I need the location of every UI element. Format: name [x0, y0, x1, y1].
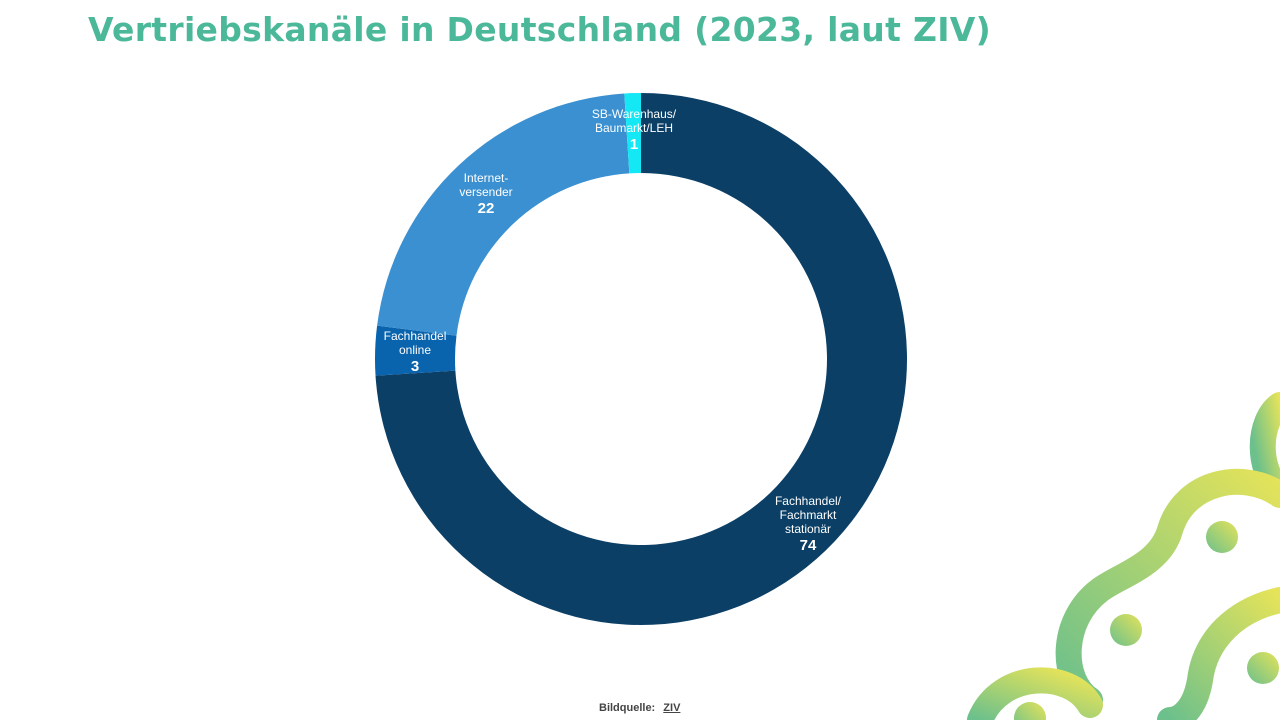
image-source: Bildquelle: ZIV — [599, 702, 680, 714]
slice-label-0-line-0: Fachhandel/ — [775, 494, 842, 508]
slice-label-1-line-0: Fachhandel — [384, 329, 447, 343]
donut-slice-1 — [375, 325, 457, 376]
slice-value-1: 3 — [411, 358, 419, 375]
slice-value-0: 74 — [800, 537, 817, 554]
slice-label-0-line-1: Fachmarkt — [780, 508, 837, 522]
slice-label-2-line-1: versender — [459, 185, 512, 199]
slice-label-2-line-0: Internet- — [464, 171, 509, 185]
donut-slice-0 — [375, 93, 907, 625]
donut-slice-3 — [624, 93, 641, 174]
slice-label-1-line-1: online — [399, 343, 431, 357]
donut-slice-2 — [377, 93, 630, 336]
slice-value-3: 1 — [630, 136, 638, 153]
page-title: Vertriebskanäle in Deutschland (2023, la… — [88, 10, 991, 49]
source-label: Bildquelle: — [599, 702, 656, 714]
slice-label-3-line-1: Baumarkt/LEH — [595, 121, 673, 135]
slice-value-2: 22 — [478, 200, 495, 217]
source-link[interactable]: ZIV — [663, 702, 681, 714]
slice-label-3-line-0: SB-Warenhaus/ — [592, 107, 677, 121]
slice-label-0-line-2: stationär — [785, 522, 831, 536]
